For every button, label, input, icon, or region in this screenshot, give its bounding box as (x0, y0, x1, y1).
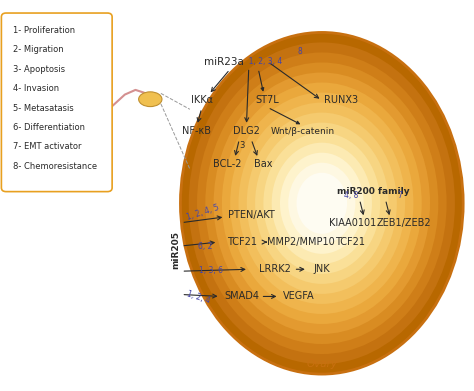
Ellipse shape (238, 102, 405, 304)
Ellipse shape (280, 153, 364, 254)
Text: SMAD4: SMAD4 (224, 291, 259, 301)
Text: 1, 2, 3, 4: 1, 2, 3, 4 (244, 57, 283, 66)
Text: BCL-2: BCL-2 (213, 160, 242, 169)
Text: 1, 2, 4: 1, 2, 4 (186, 289, 211, 305)
Ellipse shape (0, 92, 1, 107)
Text: ZEB1/ZEB2: ZEB1/ZEB2 (377, 218, 432, 228)
Text: VEGFA: VEGFA (283, 291, 314, 301)
Text: KIAA0101: KIAA0101 (329, 218, 376, 228)
Text: 7: 7 (397, 191, 402, 200)
Text: 3: 3 (239, 140, 245, 149)
Text: 4- Invasion: 4- Invasion (13, 84, 59, 93)
Text: IKKα: IKKα (191, 95, 213, 106)
Text: 4, 8: 4, 8 (344, 191, 358, 200)
Text: 1, 3, 6: 1, 3, 6 (199, 265, 223, 274)
Ellipse shape (255, 123, 389, 284)
Ellipse shape (189, 43, 455, 364)
Ellipse shape (247, 113, 397, 294)
Ellipse shape (297, 173, 347, 234)
Ellipse shape (288, 163, 356, 244)
Ellipse shape (181, 32, 463, 374)
Text: ST7L: ST7L (256, 95, 280, 106)
Text: 8: 8 (297, 47, 302, 56)
Text: 1- Proliferation: 1- Proliferation (13, 26, 75, 35)
Text: 8- Chemoresistance: 8- Chemoresistance (13, 162, 97, 171)
Text: TCF21: TCF21 (227, 237, 257, 247)
Text: miR200 family: miR200 family (337, 187, 410, 196)
FancyBboxPatch shape (1, 13, 112, 192)
Text: 6- Differentiation: 6- Differentiation (13, 123, 85, 132)
Ellipse shape (272, 143, 372, 264)
Ellipse shape (197, 52, 447, 354)
Ellipse shape (214, 73, 430, 334)
Text: NF-κB: NF-κB (182, 126, 211, 136)
Ellipse shape (230, 93, 413, 314)
Text: Wnt/β-catenin: Wnt/β-catenin (271, 127, 335, 136)
Text: Bax: Bax (254, 160, 272, 169)
Text: TCF21: TCF21 (335, 237, 365, 247)
Text: MMP2/MMP10: MMP2/MMP10 (267, 237, 335, 247)
Text: PTEN/AKT: PTEN/AKT (228, 210, 274, 220)
Text: miR205: miR205 (171, 231, 180, 269)
Ellipse shape (138, 92, 162, 107)
Text: 1, 2, 4, 5: 1, 2, 4, 5 (186, 203, 220, 222)
Text: 7- EMT activator: 7- EMT activator (13, 142, 82, 151)
Ellipse shape (205, 63, 438, 344)
Text: miR23a: miR23a (204, 57, 244, 66)
Polygon shape (54, 96, 86, 111)
Text: 3- Apoptosis: 3- Apoptosis (13, 65, 65, 74)
Text: JNK: JNK (313, 264, 330, 274)
Text: 2- Migration: 2- Migration (13, 45, 64, 54)
Ellipse shape (222, 83, 422, 324)
Text: 6, 2: 6, 2 (198, 242, 212, 251)
Polygon shape (27, 83, 112, 122)
Text: DLG2: DLG2 (233, 126, 260, 136)
Text: RUNX3: RUNX3 (324, 95, 358, 106)
Text: Ovary: Ovary (306, 359, 337, 369)
Text: LRRK2: LRRK2 (259, 264, 291, 274)
Text: 5- Metasatasis: 5- Metasatasis (13, 104, 74, 113)
Ellipse shape (264, 133, 380, 274)
